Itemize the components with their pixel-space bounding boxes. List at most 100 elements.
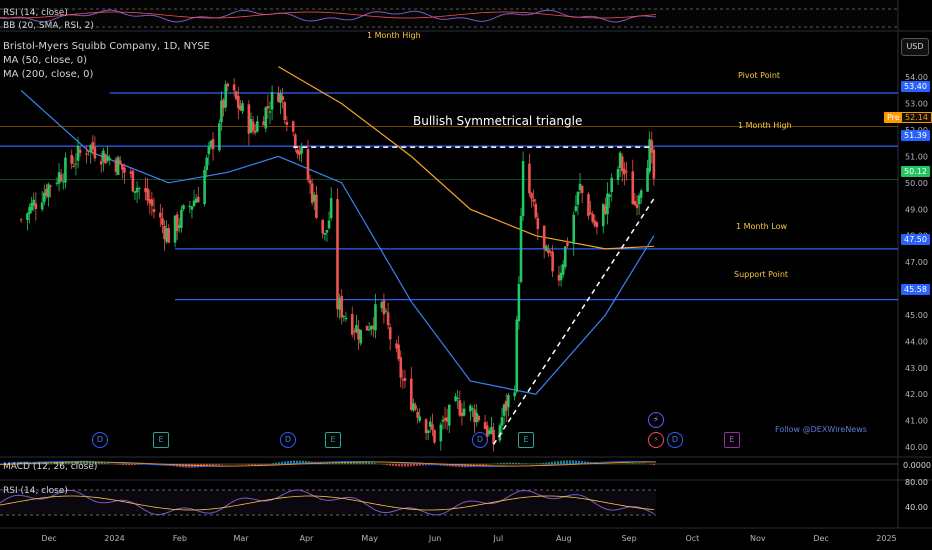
- split-event-icon[interactable]: ⚡: [648, 432, 664, 448]
- candle-body: [99, 161, 103, 165]
- macd-bar: [260, 464, 262, 465]
- candle-body: [650, 140, 654, 153]
- earnings-event-icon[interactable]: E: [325, 432, 341, 448]
- macd-bar: [242, 464, 244, 465]
- candle-body: [312, 194, 316, 202]
- rsi-label[interactable]: RSI (14, close): [3, 486, 68, 496]
- earnings-event-icon[interactable]: E: [724, 432, 740, 448]
- ma200-legend[interactable]: MA (200, close, 0): [3, 69, 94, 80]
- candle-body: [631, 171, 635, 205]
- candle-body: [163, 225, 166, 240]
- macd-bar: [554, 461, 556, 464]
- candle-body: [123, 167, 126, 173]
- candle-body: [426, 430, 430, 434]
- candle-body: [194, 198, 198, 203]
- macd-bar: [251, 464, 253, 465]
- candle-body: [418, 416, 422, 421]
- macd-label[interactable]: MACD (12, 26, close): [3, 462, 98, 472]
- macd-bar: [290, 460, 292, 464]
- macd-bar: [359, 461, 361, 464]
- candle-body: [268, 111, 272, 113]
- macd-bar: [626, 463, 628, 464]
- candle-body: [182, 205, 185, 210]
- macd-bar: [569, 460, 571, 464]
- macd-bar: [362, 461, 364, 464]
- macd-bar: [275, 462, 277, 464]
- macd-bar: [299, 460, 301, 464]
- candle-body: [61, 181, 65, 183]
- candle-body: [211, 139, 215, 150]
- macd-bar: [92, 461, 94, 464]
- macd-bar: [635, 463, 637, 464]
- macd-bar: [365, 462, 367, 464]
- macd-bar: [53, 462, 55, 464]
- candle-body: [374, 304, 377, 331]
- last-price-tag: 50.12: [901, 166, 930, 177]
- macd-bar: [590, 462, 592, 464]
- macd-bar: [287, 461, 289, 464]
- y-tick-label: 40.00: [905, 443, 928, 452]
- bolt-event-icon[interactable]: ⚡: [648, 412, 664, 428]
- candle-body: [547, 249, 550, 254]
- macd-bar: [524, 463, 526, 464]
- earnings-event-icon[interactable]: E: [153, 432, 169, 448]
- candle-body: [342, 315, 346, 317]
- macd-bar: [173, 464, 175, 467]
- macd-bar: [59, 462, 61, 464]
- macd-bar: [527, 463, 529, 464]
- candle-body: [652, 149, 656, 179]
- candle-body: [72, 165, 76, 167]
- ma50-legend[interactable]: MA (50, close, 0): [3, 55, 88, 66]
- macd-bar: [101, 462, 103, 464]
- x-tick-label: Jun: [428, 534, 442, 543]
- macd-bar: [563, 460, 565, 464]
- macd-bar: [416, 464, 418, 466]
- candle-body: [232, 84, 236, 91]
- dividend-event-icon[interactable]: D: [667, 432, 683, 448]
- candle-body: [633, 200, 637, 205]
- macd-bar: [500, 462, 502, 464]
- macd-bar: [467, 464, 469, 468]
- candle-body: [578, 183, 582, 191]
- currency-button[interactable]: USD: [901, 38, 929, 56]
- macd-bar: [344, 462, 346, 464]
- macd-bar: [650, 464, 652, 465]
- macd-bar: [401, 464, 403, 467]
- macd-bar: [296, 460, 298, 464]
- macd-bar: [497, 463, 499, 464]
- chart-legend-title[interactable]: Bristol-Myers Squibb Company, 1D, NYSE: [3, 41, 210, 52]
- candle-body: [108, 158, 111, 160]
- macd-bar: [545, 462, 547, 464]
- candle-body: [209, 140, 213, 148]
- candle-body: [237, 95, 240, 109]
- macd-bar: [632, 463, 634, 464]
- candle-body: [574, 206, 578, 212]
- earnings-event-icon[interactable]: E: [518, 432, 534, 448]
- candle-body: [203, 169, 206, 205]
- candle-body: [469, 405, 472, 412]
- y-tick-label: 42.00: [905, 390, 928, 399]
- dividend-event-icon[interactable]: D: [472, 432, 488, 448]
- candle-body: [218, 123, 221, 151]
- candle-body: [485, 425, 489, 437]
- candle-body: [59, 174, 63, 182]
- macd-bar: [536, 463, 538, 464]
- y-tick-label: 41.00: [905, 417, 928, 426]
- dividend-event-icon[interactable]: D: [280, 432, 296, 448]
- candle-body: [144, 188, 147, 193]
- month-high-price-tag: 51.39: [901, 130, 930, 141]
- candle-body: [439, 424, 443, 442]
- y-tick-label: 47.00: [905, 258, 928, 267]
- candle-body: [102, 150, 105, 162]
- candle-body: [388, 327, 392, 340]
- macd-bar: [410, 464, 412, 467]
- macd-bar: [68, 461, 70, 464]
- candle-body: [118, 160, 122, 164]
- candle-body: [601, 203, 605, 227]
- candle-body: [595, 222, 599, 227]
- candle-body: [477, 416, 481, 421]
- candle-body: [285, 121, 289, 125]
- candle-body: [473, 409, 476, 423]
- dividend-event-icon[interactable]: D: [92, 432, 108, 448]
